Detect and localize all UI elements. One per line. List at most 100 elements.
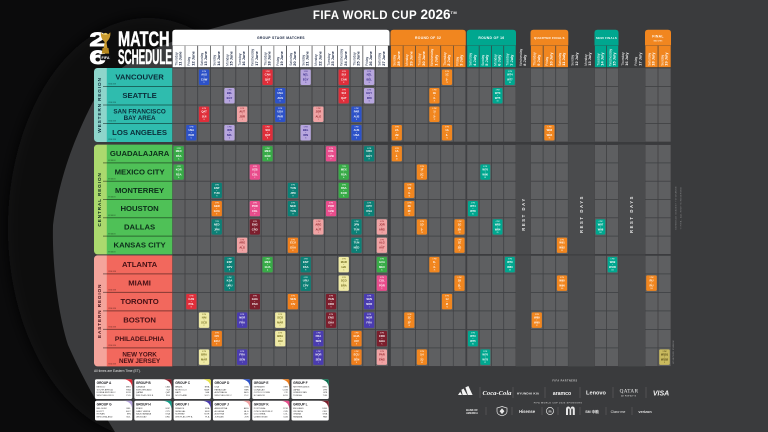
svg-text:Wednesday: Wednesday — [430, 49, 434, 66]
svg-text:v: v — [382, 264, 383, 266]
svg-text:STADIUM: STADIUM — [108, 363, 116, 366]
svg-text:CAN: CAN — [188, 297, 194, 301]
svg-text:Thursday: Thursday — [621, 52, 625, 66]
svg-text:PAN: PAN — [328, 297, 334, 301]
svg-text:18 June: 18 June — [267, 50, 272, 65]
svg-text:v: v — [216, 227, 217, 229]
svg-text:GUA: GUA — [379, 260, 385, 264]
svg-text:v: v — [382, 283, 383, 285]
svg-text:J: J — [318, 232, 319, 234]
svg-text:14 July: 14 July — [600, 52, 605, 66]
svg-text:15 June: 15 June — [229, 50, 234, 65]
svg-text:NED: NED — [290, 204, 296, 208]
svg-text:ECU: ECU — [283, 395, 288, 397]
svg-text:ALG: ALG — [239, 246, 245, 250]
svg-text:KOR: KOR — [341, 191, 347, 195]
svg-text:1F: 1F — [420, 168, 423, 172]
svg-text:v: v — [422, 172, 423, 174]
svg-text:WESTERN REGION: WESTERN REGION — [97, 77, 103, 132]
svg-text:EGYPT: EGYPT — [97, 411, 105, 413]
svg-text:W84: W84 — [495, 227, 501, 231]
svg-text:SEN: SEN — [239, 358, 245, 362]
svg-text:Thursday: Thursday — [443, 52, 447, 66]
svg-text:GER: GER — [214, 204, 220, 208]
svg-text:3 PM: 3 PM — [316, 333, 321, 335]
svg-text:UZB: UZB — [328, 209, 334, 213]
svg-text:CRO: CRO — [322, 411, 327, 413]
svg-text:6 PM: 6 PM — [329, 203, 334, 205]
svg-text:ROUND OF 16: ROUND OF 16 — [478, 36, 504, 40]
svg-text:v: v — [242, 357, 243, 359]
svg-text:23 June: 23 June — [330, 50, 335, 65]
svg-text:D: D — [356, 119, 358, 121]
svg-text:1C: 1C — [408, 316, 411, 320]
svg-text:SEMI FINALS: SEMI FINALS — [596, 36, 617, 40]
svg-text:3 PM: 3 PM — [342, 90, 347, 92]
svg-text:6 PM: 6 PM — [202, 108, 207, 110]
svg-text:3 PM: 3 PM — [266, 259, 271, 261]
svg-text:85: 85 — [497, 232, 499, 234]
svg-text:v: v — [318, 227, 319, 229]
svg-text:KSA: KSA — [303, 265, 309, 269]
svg-text:v: v — [280, 320, 281, 322]
svg-text:17 June: 17 June — [254, 50, 259, 65]
svg-text:J: J — [382, 250, 383, 252]
svg-text:GROUP D: GROUP D — [215, 381, 231, 385]
svg-text:ATLANTA: ATLANTA — [122, 260, 158, 269]
svg-text:PAR: PAR — [244, 388, 249, 391]
svg-text:G: G — [305, 82, 307, 84]
svg-text:F: F — [356, 232, 357, 234]
svg-text:v: v — [434, 264, 435, 266]
svg-text:STADIUM: STADIUM — [108, 326, 116, 329]
svg-text:v: v — [447, 77, 448, 79]
svg-text:4 PM: 4 PM — [599, 221, 604, 223]
svg-text:v: v — [447, 132, 448, 134]
svg-text:v: v — [510, 264, 511, 266]
svg-text:SAUDI ARABIA: SAUDI ARABIA — [136, 413, 152, 416]
svg-text:G: G — [229, 101, 231, 103]
svg-text:v: v — [293, 245, 294, 247]
svg-text:GROUP K: GROUP K — [254, 402, 270, 406]
svg-text:TORONTO: TORONTO — [121, 297, 159, 306]
svg-text:99: 99 — [561, 250, 563, 252]
svg-text:SEN: SEN — [366, 297, 372, 301]
svg-text:6 PM: 6 PM — [380, 221, 385, 223]
svg-text:REST DAYS: REST DAYS — [629, 195, 634, 233]
svg-text:3 PM: 3 PM — [367, 296, 372, 298]
svg-text:AT METLIFE STADIUM: AT METLIFE STADIUM — [672, 340, 675, 363]
svg-text:SCOTLAND: SCOTLAND — [175, 394, 187, 397]
svg-text:TUN: TUN — [214, 191, 220, 195]
svg-text:SUI: SUI — [342, 73, 347, 77]
svg-text:4 July: 4 July — [472, 54, 477, 66]
svg-text:25 June: 25 June — [356, 50, 361, 65]
svg-text:SCO: SCO — [205, 395, 210, 397]
svg-text:W80: W80 — [495, 222, 501, 226]
svg-text:m: m — [548, 409, 551, 413]
svg-text:KOREA REPUBLIC: KOREA REPUBLIC — [97, 391, 117, 394]
svg-text:6 PM: 6 PM — [547, 127, 552, 129]
svg-text:4 PM: 4 PM — [471, 203, 476, 205]
svg-text:Lenovo: Lenovo — [586, 391, 606, 397]
svg-text:3 PM: 3 PM — [355, 333, 360, 335]
svg-text:v: v — [216, 190, 217, 192]
svg-text:6 PM: 6 PM — [253, 221, 258, 223]
svg-text:BEL: BEL — [227, 91, 233, 95]
svg-text:3 PM: 3 PM — [278, 108, 283, 110]
svg-text:NEW YORK: NEW YORK — [122, 352, 157, 359]
svg-text:v: v — [434, 95, 435, 97]
svg-text:6 PM: 6 PM — [380, 277, 385, 279]
svg-text:GROUP J: GROUP J — [215, 402, 230, 406]
svg-text:2E: 2E — [408, 204, 411, 208]
svg-text:MEX: MEX — [265, 149, 271, 153]
svg-text:STADIUM: STADIUM — [108, 138, 116, 141]
svg-text:SEN: SEN — [316, 339, 322, 343]
svg-text:v: v — [254, 301, 255, 303]
svg-text:3 PM: 3 PM — [496, 90, 501, 92]
svg-text:v: v — [382, 338, 383, 340]
svg-text:v: v — [382, 357, 383, 359]
svg-text:URU: URU — [227, 284, 233, 288]
svg-text:CAN: CAN — [165, 385, 170, 388]
svg-text:CPV: CPV — [303, 284, 309, 288]
svg-text:PAR: PAR — [379, 353, 385, 357]
svg-text:v: v — [343, 283, 344, 285]
